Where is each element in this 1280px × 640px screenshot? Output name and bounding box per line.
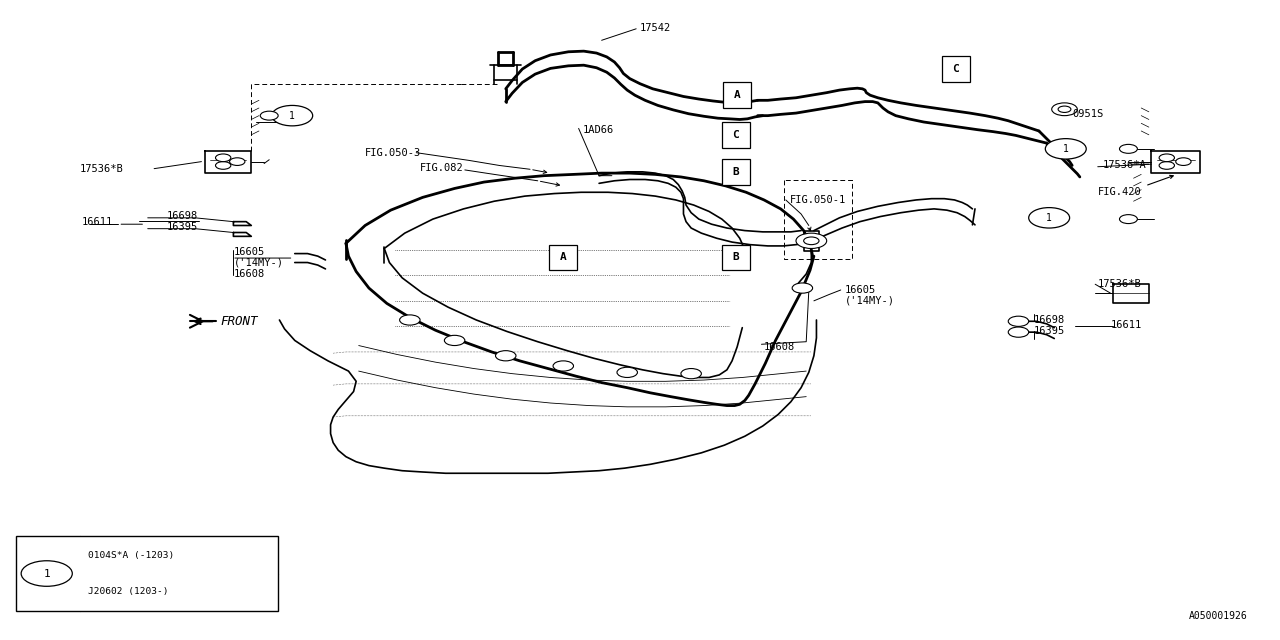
Circle shape <box>1009 316 1029 326</box>
Text: 16698: 16698 <box>166 211 198 221</box>
Circle shape <box>215 162 230 170</box>
Text: 0951S: 0951S <box>1073 109 1103 120</box>
Bar <box>722 244 750 270</box>
Text: B: B <box>732 252 740 262</box>
Text: ('14MY-): ('14MY-) <box>233 257 283 268</box>
Text: A: A <box>559 252 567 262</box>
Text: FRONT: FRONT <box>220 316 259 328</box>
Circle shape <box>1160 162 1175 170</box>
Circle shape <box>1059 106 1071 113</box>
Bar <box>722 159 750 184</box>
Circle shape <box>1176 158 1192 166</box>
Text: 17536*B: 17536*B <box>79 164 124 173</box>
Text: 17542: 17542 <box>640 22 671 33</box>
Text: FIG.420: FIG.420 <box>1098 188 1142 197</box>
Text: 16395: 16395 <box>166 223 198 232</box>
Circle shape <box>1009 327 1029 337</box>
Text: 16395: 16395 <box>1034 326 1065 337</box>
Bar <box>549 244 577 270</box>
Text: B: B <box>732 167 740 177</box>
Text: 16605: 16605 <box>233 246 265 257</box>
Text: J20602 (1203-): J20602 (1203-) <box>87 587 168 596</box>
Text: FIG.050-3: FIG.050-3 <box>365 148 421 157</box>
Text: A050001926: A050001926 <box>1189 611 1247 621</box>
Text: 1: 1 <box>289 111 296 121</box>
Text: ('14MY-): ('14MY-) <box>845 296 895 306</box>
Text: 0104S*A (-1203): 0104S*A (-1203) <box>87 551 174 560</box>
Circle shape <box>681 369 701 379</box>
Circle shape <box>22 561 72 586</box>
Circle shape <box>260 111 278 120</box>
Circle shape <box>1160 154 1175 162</box>
Circle shape <box>1046 139 1087 159</box>
Text: FIG.082: FIG.082 <box>420 163 463 173</box>
Circle shape <box>553 361 573 371</box>
Text: 1: 1 <box>1046 213 1052 223</box>
Circle shape <box>1120 145 1138 154</box>
Circle shape <box>792 283 813 293</box>
Bar <box>17 536 278 611</box>
Circle shape <box>229 158 244 166</box>
Circle shape <box>617 367 637 378</box>
Text: C: C <box>952 64 959 74</box>
Text: 16698: 16698 <box>1034 315 1065 325</box>
Text: 1: 1 <box>44 568 50 579</box>
Text: 1AD66: 1AD66 <box>582 125 613 135</box>
Text: 16611: 16611 <box>81 217 113 227</box>
Circle shape <box>1029 207 1070 228</box>
Text: 16605: 16605 <box>845 285 876 295</box>
Circle shape <box>1120 214 1138 223</box>
Bar <box>722 122 750 148</box>
Text: 16608: 16608 <box>764 342 795 353</box>
Circle shape <box>804 237 819 244</box>
Text: C: C <box>732 130 740 140</box>
Text: A: A <box>733 90 741 100</box>
Text: 17536*A: 17536*A <box>1103 161 1147 170</box>
Circle shape <box>1052 103 1078 116</box>
Text: 17536*B: 17536*B <box>1098 279 1142 289</box>
Circle shape <box>444 335 465 346</box>
Circle shape <box>215 154 230 162</box>
Text: FIG.050-1: FIG.050-1 <box>790 195 846 205</box>
Text: 16608: 16608 <box>233 269 265 279</box>
Circle shape <box>796 233 827 248</box>
Circle shape <box>495 351 516 361</box>
Circle shape <box>271 106 312 126</box>
Bar <box>942 56 970 82</box>
Text: 16611: 16611 <box>1111 320 1142 330</box>
Text: 1: 1 <box>1062 144 1069 154</box>
Bar <box>723 83 751 108</box>
Circle shape <box>399 315 420 325</box>
